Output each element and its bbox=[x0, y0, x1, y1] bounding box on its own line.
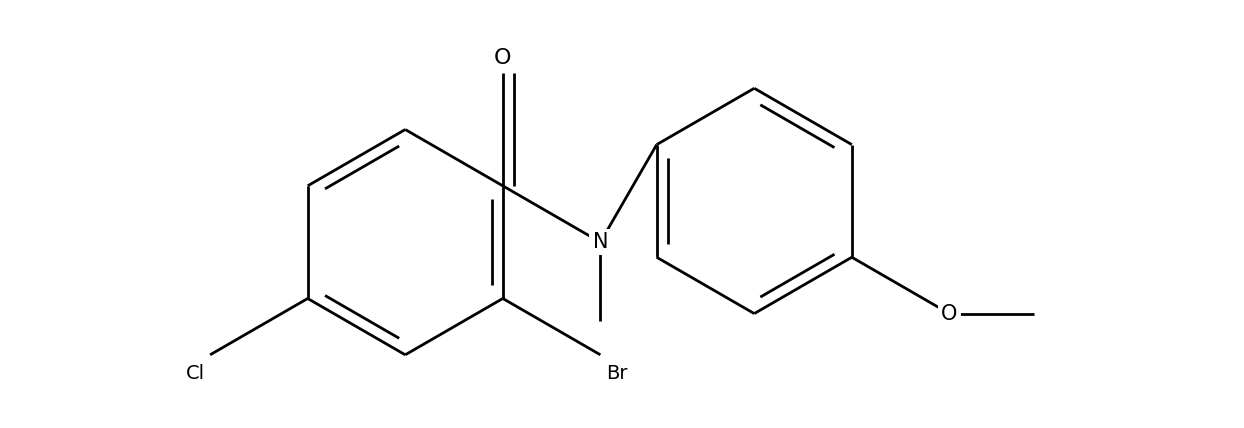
Text: Br: Br bbox=[606, 364, 627, 383]
Text: O: O bbox=[942, 303, 958, 324]
Text: N: N bbox=[592, 232, 608, 252]
Text: O: O bbox=[494, 48, 511, 68]
Text: Cl: Cl bbox=[185, 364, 204, 383]
